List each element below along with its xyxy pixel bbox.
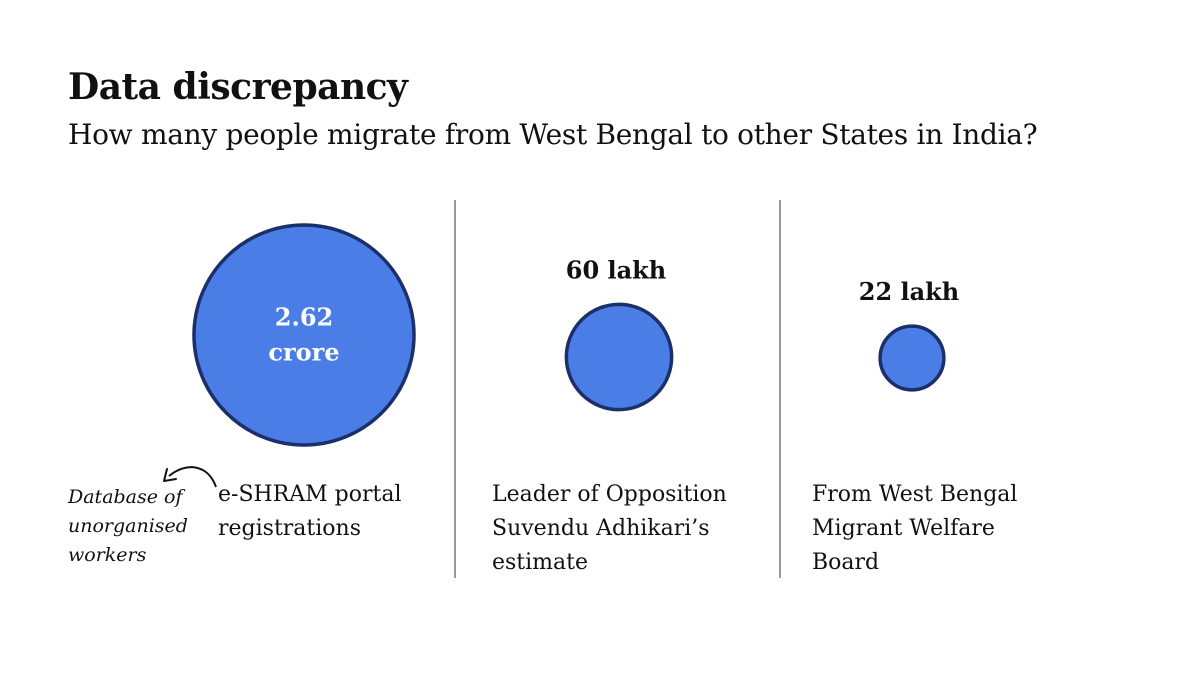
caption-line: Leader of Opposition	[492, 482, 727, 507]
annotation-note: Database of unorganised workers	[68, 483, 188, 570]
caption-line: Suvendu Adhikari’s	[492, 516, 710, 541]
annotation-arrowhead	[163, 468, 177, 482]
caption-welfare-board: From West Bengal Migrant Welfare Board	[812, 478, 1017, 580]
caption-line: From West Bengal	[812, 482, 1018, 507]
bubble-value-label: 22 lakh	[859, 277, 960, 306]
caption-eshram: e-SHRAM portal registrations	[218, 478, 402, 546]
bubble-value-label: 2.62 crore	[268, 303, 339, 367]
bubble-22-lakh	[878, 324, 946, 392]
caption-opposition: Leader of Opposition Suvendu Adhikari’s …	[492, 478, 727, 580]
annotation-line: Database of	[68, 486, 183, 508]
caption-line: e-SHRAM portal	[218, 482, 402, 507]
chart-subtitle: How many people migrate from West Bengal…	[68, 118, 1038, 151]
caption-line: estimate	[492, 550, 589, 575]
bubble-value-label: 60 lakh	[566, 255, 667, 284]
caption-line: Board	[812, 550, 880, 575]
bubble-60-lakh	[564, 302, 674, 412]
annotation-arrow	[168, 466, 217, 488]
chart-title: Data discrepancy	[68, 66, 408, 108]
bubble-value-line: 2.62	[275, 303, 333, 332]
bubble-2-62-crore	[192, 223, 416, 447]
annotation-line: unorganised	[68, 515, 188, 537]
annotation-line: workers	[68, 544, 147, 566]
bubble-value-line: crore	[268, 338, 339, 367]
caption-line: Migrant Welfare	[812, 516, 995, 541]
caption-line: registrations	[218, 516, 361, 541]
